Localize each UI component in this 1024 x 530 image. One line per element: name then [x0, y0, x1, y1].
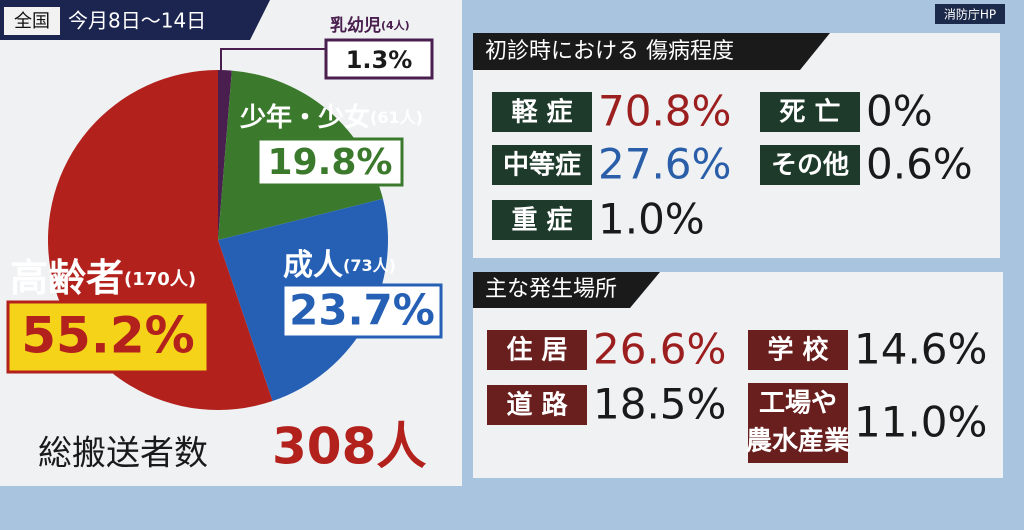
total: 308人 — [272, 418, 426, 476]
item-label-box — [492, 92, 592, 132]
item-value: 14.6% — [854, 325, 987, 374]
places-title-bar — [473, 272, 660, 308]
count-label: (61人) — [370, 108, 423, 127]
item-label-box — [487, 385, 587, 425]
region-box — [4, 7, 60, 35]
value-box — [256, 137, 404, 187]
source-box — [935, 4, 1005, 24]
header-bar — [0, 0, 270, 40]
category-label: 高齢者(170人) — [10, 256, 196, 300]
item-label: 農水産業 — [746, 426, 850, 457]
count-label: (170人) — [124, 269, 196, 290]
item-label-box — [492, 145, 592, 185]
value-box — [281, 283, 443, 339]
category-label: 成人(73人) — [283, 248, 396, 283]
pie-slice — [218, 70, 232, 240]
item-label: その他 — [771, 151, 849, 181]
item-label: 住 居 — [506, 335, 567, 366]
item-label-box — [492, 200, 592, 240]
item-label-box — [748, 330, 848, 370]
source: 消防庁HP — [944, 7, 996, 22]
total-label: 総搬送者数 — [38, 434, 208, 474]
category-name: 少年・少女 — [239, 102, 370, 133]
count-label: (4人) — [381, 18, 410, 32]
item-label: 重 症 — [511, 205, 572, 236]
item-label-box — [487, 330, 587, 370]
value-label: 23.7% — [289, 286, 435, 335]
item-label-box — [760, 92, 860, 132]
category-name: 成人 — [283, 248, 343, 283]
region: 全国 — [14, 11, 50, 32]
severity-title-bar — [473, 33, 830, 70]
value-box — [6, 300, 210, 374]
item-value: 27.6% — [598, 140, 731, 189]
item-value: 18.5% — [593, 380, 726, 429]
period: 今月8日～14日 — [68, 9, 206, 33]
item-label-box — [748, 383, 848, 463]
category-label: 少年・少女(61人) — [239, 102, 423, 133]
leader-line — [220, 48, 326, 72]
value-label: 55.2% — [21, 307, 194, 365]
value-box — [324, 38, 434, 80]
category-name: 乳幼児 — [330, 15, 381, 36]
item-label: 軽 症 — [511, 97, 572, 128]
item-label: 死 亡 — [779, 97, 840, 128]
item-label: 中等症 — [503, 150, 581, 181]
item-label: 道 路 — [506, 390, 568, 421]
count-label: (73人) — [343, 256, 396, 275]
category-label: 乳幼児(4人) — [330, 15, 410, 36]
item-label: 学 校 — [767, 335, 829, 366]
category-name: 高齢者 — [10, 256, 124, 300]
places-title: 主な発生場所 — [485, 277, 617, 302]
item-value: 1.0% — [598, 195, 705, 244]
item-value: 0.6% — [866, 140, 973, 189]
value-label: 19.8% — [268, 142, 393, 183]
item-value: 11.0% — [854, 398, 987, 447]
item-value: 0% — [866, 87, 933, 136]
severity-title: 初診時における 傷病程度 — [485, 39, 734, 64]
item-label: 工場や — [759, 389, 837, 419]
item-label-box — [760, 145, 860, 185]
value-label: 1.3% — [346, 46, 413, 74]
item-value: 26.6% — [593, 325, 726, 374]
item-value: 70.8% — [598, 87, 731, 136]
